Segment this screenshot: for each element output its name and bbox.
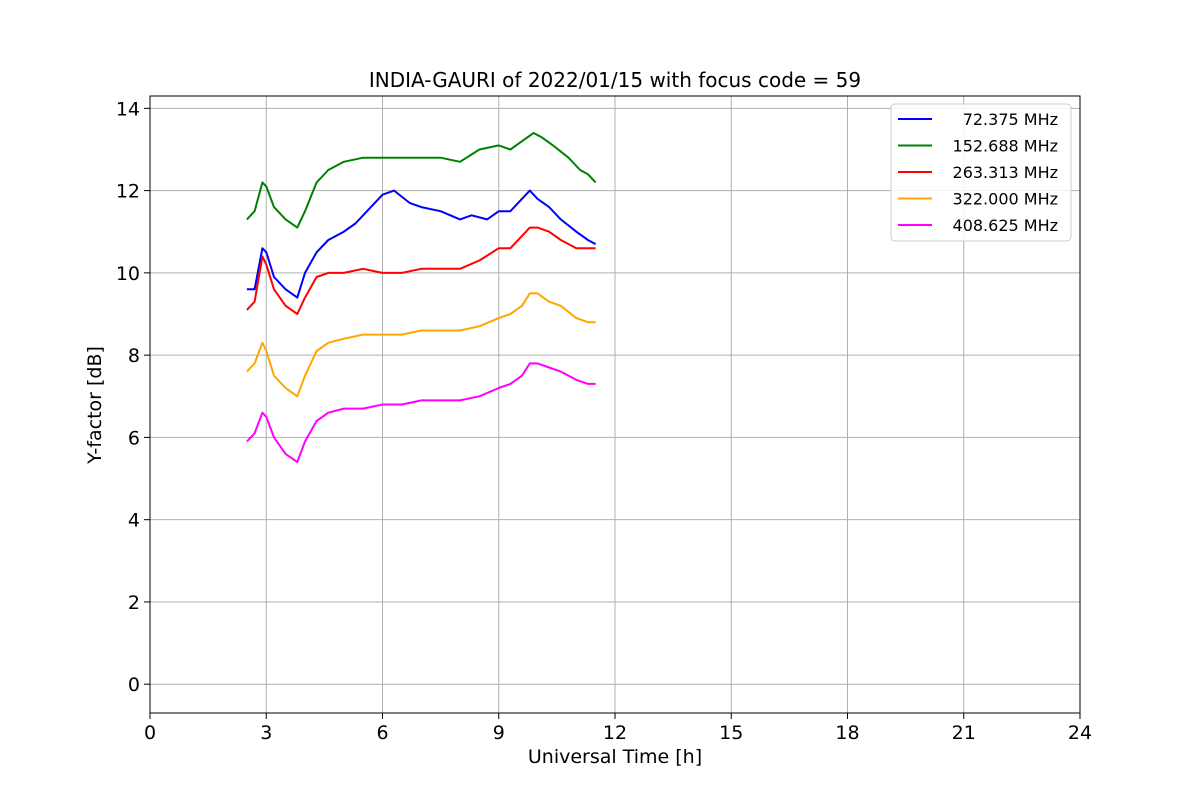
x-tick-label: 6 [376, 722, 388, 744]
legend-label-3: 322.000 MHz [953, 190, 1058, 209]
plot-lines [246, 132, 597, 464]
series-line-4 [246, 362, 596, 464]
series-line-3 [246, 292, 596, 398]
legend-label-1: 152.688 MHz [953, 137, 1058, 156]
x-tick-label: 3 [260, 722, 272, 744]
y-tick-label: 8 [128, 345, 140, 367]
legend-label-0: 72.375 MHz [963, 110, 1058, 129]
series-line-1 [246, 132, 597, 229]
x-tick-label: 9 [493, 722, 505, 744]
series-line-0 [246, 189, 597, 299]
y-tick-label: 6 [128, 427, 140, 449]
series-line-2 [246, 226, 596, 315]
y-tick-label: 10 [116, 263, 140, 285]
y-axis-ticks: 0 2 4 6 8 10 12 14 [116, 98, 150, 696]
x-axis-label: Universal Time [h] [528, 746, 702, 768]
legend: 72.375 MHz 152.688 MHz 263.313 MHz 322.000 … [890, 103, 1072, 242]
x-tick-label: 0 [144, 722, 156, 744]
legend-label-2: 263.313 MHz [953, 163, 1058, 182]
x-tick-label: 12 [603, 722, 627, 744]
legend-box [890, 103, 1072, 242]
x-tick-label: 21 [952, 722, 976, 744]
y-axis-label: Y-factor [dB] [84, 346, 106, 465]
x-tick-label: 15 [719, 722, 743, 744]
x-tick-label: 24 [1068, 722, 1092, 744]
legend-label-4: 408.625 MHz [953, 216, 1058, 235]
y-tick-label: 4 [128, 510, 140, 532]
y-tick-label: 14 [116, 98, 140, 120]
chart-title: INDIA-GAURI of 2022/01/15 with focus cod… [369, 68, 861, 92]
x-tick-label: 18 [835, 722, 859, 744]
y-tick-label: 2 [128, 592, 140, 614]
y-tick-label: 0 [128, 674, 140, 696]
y-tick-label: 12 [116, 181, 140, 203]
x-axis-ticks: 0 3 6 9 12 15 18 21 24 [144, 713, 1092, 744]
